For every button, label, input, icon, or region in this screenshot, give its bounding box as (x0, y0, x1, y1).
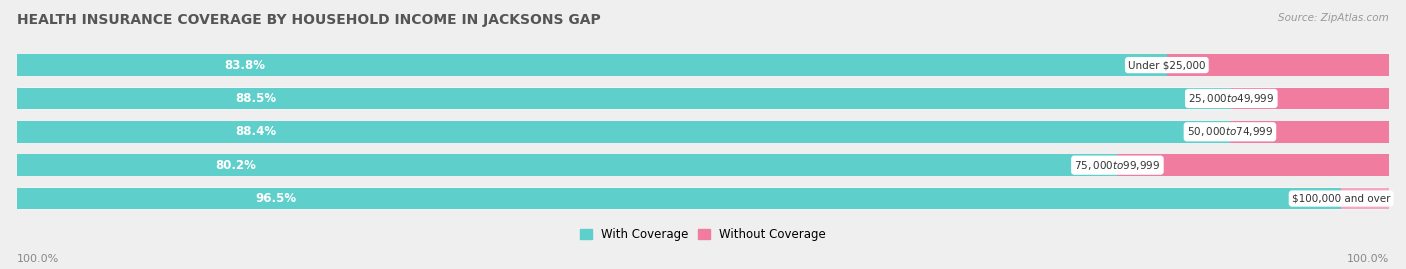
Text: 100.0%: 100.0% (1347, 254, 1389, 264)
FancyBboxPatch shape (17, 121, 1389, 143)
Bar (17, 188, 1341, 209)
Bar (17, 121, 1230, 143)
Bar (1232, 88, 1389, 109)
FancyBboxPatch shape (17, 88, 1389, 109)
Bar (1230, 121, 1389, 143)
Bar (17, 154, 1118, 176)
Bar (1167, 54, 1389, 76)
Text: $75,000 to $99,999: $75,000 to $99,999 (1074, 159, 1160, 172)
Text: 83.8%: 83.8% (224, 59, 264, 72)
Text: Source: ZipAtlas.com: Source: ZipAtlas.com (1278, 13, 1389, 23)
Bar (17, 54, 1167, 76)
Text: Under $25,000: Under $25,000 (1128, 60, 1205, 70)
FancyBboxPatch shape (17, 188, 1389, 209)
Legend: With Coverage, Without Coverage: With Coverage, Without Coverage (575, 224, 831, 246)
Text: 100.0%: 100.0% (17, 254, 59, 264)
Bar (1341, 188, 1389, 209)
FancyBboxPatch shape (17, 154, 1389, 176)
Bar (17, 88, 1232, 109)
Text: 96.5%: 96.5% (256, 192, 297, 205)
Text: $25,000 to $49,999: $25,000 to $49,999 (1188, 92, 1274, 105)
Text: $50,000 to $74,999: $50,000 to $74,999 (1187, 125, 1272, 138)
Bar (1118, 154, 1389, 176)
Text: $100,000 and over: $100,000 and over (1292, 193, 1391, 204)
FancyBboxPatch shape (17, 54, 1389, 76)
Text: 80.2%: 80.2% (215, 159, 256, 172)
Text: 88.4%: 88.4% (235, 125, 277, 138)
Text: 88.5%: 88.5% (235, 92, 277, 105)
Text: HEALTH INSURANCE COVERAGE BY HOUSEHOLD INCOME IN JACKSONS GAP: HEALTH INSURANCE COVERAGE BY HOUSEHOLD I… (17, 13, 600, 27)
